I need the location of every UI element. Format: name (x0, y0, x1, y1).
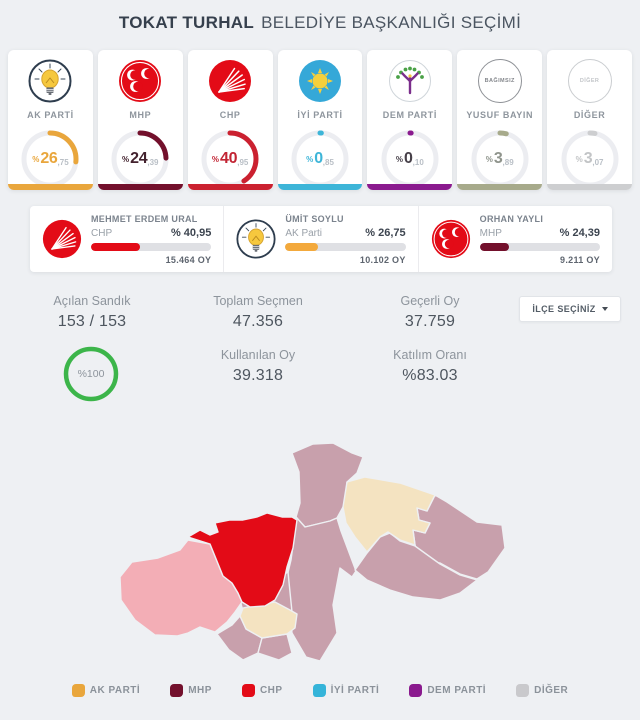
legend-item-chp: CHP (241, 684, 283, 697)
candidate-party: AK Parti (285, 227, 323, 239)
iyiparti-logo-icon (298, 59, 342, 103)
party-percent: % 3,89 (485, 150, 514, 167)
party-card-diger[interactable]: DİĞER DİĞER % 3,07 (547, 50, 633, 190)
party-percent: % 0,10 (395, 150, 424, 167)
district-map (119, 442, 506, 662)
party-percent: % 3,07 (575, 150, 604, 167)
page-title-rest: BELEDİYE BAŞKANLIĞI SEÇİMİ (261, 13, 522, 32)
party-percent: % 26,75 (32, 150, 69, 167)
party-card-yusuf-bayin[interactable]: BAĞIMSIZ YUSUF BAYIN % 3,89 (457, 50, 543, 190)
chp-logo-icon (42, 219, 82, 259)
akparti-logo-icon (28, 59, 72, 103)
party-color-strip (367, 184, 453, 190)
legend-swatch (312, 684, 326, 697)
candidate-name: ORHAN YAYLI (479, 213, 544, 224)
party-card-iyiparti[interactable]: İYİ PARTİ % 0,85 (277, 50, 363, 190)
legend-swatch (241, 684, 255, 697)
legend-swatch (71, 684, 85, 697)
sandik-progress-badge: %100 (62, 345, 120, 403)
candidate-name: ÜMİT SOYLU (285, 213, 344, 224)
chevron-down-icon (601, 307, 608, 311)
legend-swatch (516, 684, 530, 697)
stat-katilim-orani: Katılım Oranı %83.03 (393, 348, 467, 384)
candidate-votes: 10.102 OY (359, 254, 406, 265)
map-legend: AK PARTİ MHP CHP İYİ PARTİ DEM PARTİ DİĞ… (0, 684, 640, 697)
page-title: TOKAT TURHAL BELEDİYE BAŞKANLIĞI SEÇİMİ (0, 0, 640, 46)
party-gauge: % 40,95 (200, 129, 260, 189)
party-percent: % 24,39 (122, 150, 159, 167)
demparti-logo-icon (388, 59, 432, 103)
stat-toplam-secmen: Toplam Seçmen 47.356 (213, 294, 303, 330)
party-percent: % 40,95 (211, 150, 249, 167)
candidate-percent: % 24,39 (559, 226, 600, 239)
party-gauge: % 26,75 (20, 129, 80, 189)
candidate-name: MEHMET ERDEM URAL (91, 213, 198, 224)
candidate-votes: 15.464 OY (165, 254, 212, 265)
party-gauge: % 3,89 (470, 129, 530, 189)
party-name: DİĞER (573, 110, 606, 120)
legend-item-diger: DİĞER (516, 684, 568, 697)
candidate-card-orhan-yayli[interactable]: ORHAN YAYLI MHP % 24,39 9.211 OY (419, 206, 612, 272)
legend-item-demparti: DEM PARTİ (409, 684, 486, 697)
party-gauge: % 0,10 (380, 129, 440, 189)
legend-item-iyiparti: İYİ PARTİ (312, 684, 380, 697)
diger-badge-icon: DİĞER (567, 59, 612, 103)
party-color-strip (277, 184, 363, 190)
mhp-logo-icon (431, 219, 471, 259)
page-title-bold: TOKAT TURHAL (118, 13, 255, 32)
stat-gecerli-oy: Geçerli Oy 37.759 (400, 294, 460, 330)
party-name: DEM PARTİ (382, 110, 437, 120)
party-percent: % 0,85 (306, 150, 334, 167)
legend-swatch (409, 684, 423, 697)
party-card-mhp[interactable]: MHP % 24,39 (97, 50, 183, 190)
chp-logo-icon (208, 59, 252, 103)
candidate-progress-bar (479, 242, 600, 251)
legend-swatch (170, 684, 184, 697)
candidates-strip: MEHMET ERDEM URAL CHP % 40,95 15.464 OY … (30, 206, 612, 272)
party-color-strip (547, 184, 633, 190)
party-gauge: % 24,39 (110, 129, 170, 189)
party-name: YUSUF BAYIN (466, 110, 534, 120)
party-color-strip (8, 184, 93, 190)
candidate-percent: % 26,75 (365, 226, 406, 239)
party-card-akparti[interactable]: AK PARTİ % 26,75 (8, 50, 93, 190)
party-name: AK PARTİ (27, 110, 74, 120)
party-gauge: % 3,07 (560, 129, 620, 189)
party-card-chp[interactable]: CHP % 40,95 (187, 50, 273, 190)
candidate-card-mehmet-erdem-ural[interactable]: MEHMET ERDEM URAL CHP % 40,95 15.464 OY (30, 206, 225, 272)
candidate-progress-bar (285, 242, 406, 251)
candidate-progress-bar (91, 242, 212, 251)
legend-item-mhp: MHP (170, 684, 212, 697)
bagimsiz-badge-icon: BAĞIMSIZ (477, 59, 522, 103)
akparti-logo-icon (236, 219, 276, 259)
party-name: CHP (219, 110, 241, 120)
stat-acilan-sandik: Açılan Sandık 153 / 153 (53, 294, 131, 330)
party-name: İYİ PARTİ (297, 110, 343, 120)
party-gauge: % 0,85 (290, 129, 350, 189)
party-color-strip (187, 184, 273, 190)
legend-item-akparti: AK PARTİ (71, 684, 140, 697)
map-region-central[interactable] (284, 516, 357, 662)
party-color-strip (457, 184, 543, 190)
map-region-southwest-pink[interactable] (119, 539, 243, 637)
ilce-seciniz-dropdown[interactable]: İLÇE SEÇİNİZ (519, 296, 621, 322)
map-region-northeast-cream[interactable] (342, 476, 436, 553)
party-name: MHP (129, 110, 152, 120)
party-card-demparti[interactable]: DEM PARTİ % 0,10 (367, 50, 453, 190)
candidate-party: CHP (91, 227, 113, 239)
candidate-card-umit-soylu[interactable]: ÜMİT SOYLU AK Parti % 26,75 10.102 OY (224, 206, 419, 272)
candidate-percent: % 40,95 (170, 226, 212, 239)
candidate-party: MHP (479, 227, 502, 239)
stat-kullanilan-oy: Kullanılan Oy 39.318 (220, 348, 296, 384)
party-color-strip (97, 184, 183, 190)
map-region-center-red[interactable] (187, 512, 298, 608)
candidate-votes: 9.211 OY (560, 254, 600, 265)
party-cards-row: AK PARTİ % 26,75 MHP % 24,39 CHP % 40,95 İY… (8, 50, 633, 190)
mhp-logo-icon (118, 59, 162, 103)
